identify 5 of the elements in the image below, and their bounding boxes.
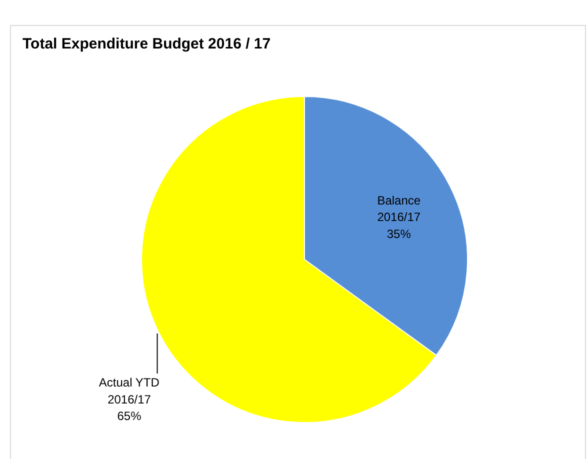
data-label: 35% (386, 227, 412, 241)
slice-label: Actual YTD 2016/17 (98, 376, 160, 406)
slice-label: Balance 2016/17 (377, 193, 421, 224)
data-label: 65% (117, 409, 142, 424)
chart-title: Total Expenditure Budget 2016 / 17 (22, 36, 271, 52)
